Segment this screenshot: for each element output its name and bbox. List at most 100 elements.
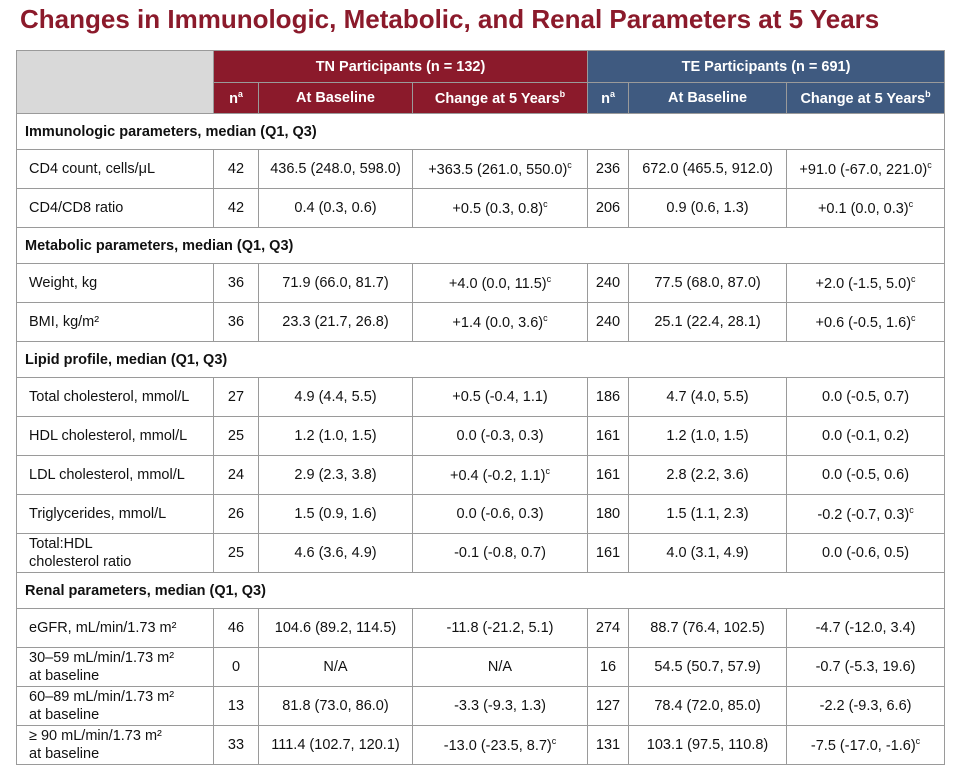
footnote-mark: b (559, 89, 566, 100)
cell: -2.2 (-9.3, 6.6) (786, 686, 946, 726)
cell: 127 (587, 686, 630, 726)
cell-text: 1.5 (0.9, 1.6) (294, 506, 377, 522)
cell: 161 (587, 416, 630, 456)
cell: 42 (213, 188, 259, 228)
cell: 1.5 (0.9, 1.6) (258, 494, 413, 534)
title: Changes in Immunologic, Metabolic, and R… (20, 4, 880, 34)
cell: 54.5 (50.7, 57.9) (628, 647, 788, 687)
data-row: Total:HDL cholesterol ratio 25 4.6 (3.6, 4… (16, 533, 946, 573)
cell: -3.3 (-9.3, 1.3) (411, 686, 589, 726)
cell: -0.2 (-0.7, 0.3)c (786, 494, 946, 534)
cell-text: At Baseline (296, 90, 375, 106)
cell: 180 (587, 494, 630, 534)
header-row: TN Participants (n = 132) TE Participants… (16, 50, 946, 114)
column-header: na (213, 82, 259, 114)
footnote-mark: c (543, 313, 548, 324)
cell-text: Change at 5 Years (800, 90, 926, 107)
cell-text: 186 (595, 389, 621, 405)
cell: 2.8 (2.2, 3.6) (628, 455, 788, 495)
cell-text: -2.2 (-9.3, 6.6) (819, 698, 912, 714)
cell-text: 13 (227, 698, 245, 714)
cell: 104.6 (89.2, 114.5) (258, 608, 413, 648)
footnote-mark: c (909, 505, 914, 516)
footnote-mark: c (546, 274, 552, 285)
cell-text: n (601, 90, 610, 107)
cell-text: Change at 5 Years (434, 90, 560, 107)
cell-text: 206 (595, 200, 621, 216)
cell: 1.2 (1.0, 1.5) (628, 416, 788, 456)
cell-text: 27 (227, 389, 245, 405)
cell-text: +0.5 (-0.4, 1.1) (452, 389, 548, 405)
row-label: Total:HDL cholesterol ratio (16, 533, 214, 573)
cell: 42 (213, 149, 259, 189)
cell-text: 161 (595, 545, 621, 561)
cell: +1.4 (0.0, 3.6)c (411, 302, 589, 342)
cell-text: 131 (595, 737, 621, 753)
column-header: na (587, 82, 630, 114)
cell: 0.0 (-0.3, 0.3) (411, 416, 589, 456)
cell: 24 (213, 455, 259, 495)
cell-text: 33 (227, 737, 245, 753)
cell: 0.0 (-0.6, 0.5) (786, 533, 946, 573)
group-header: TN Participants (n = 132) (212, 50, 589, 83)
cell: 77.5 (68.0, 87.0) (628, 263, 788, 303)
data-row: eGFR, mL/min/1.73 m² 46 104.6 (89.2, 114.5… (16, 608, 946, 648)
cell: +0.5 (0.3, 0.8)c (411, 188, 589, 228)
cell: 25 (213, 533, 259, 573)
cell: 0.9 (0.6, 1.3) (628, 188, 788, 228)
cell-text: 4.6 (3.6, 4.9) (294, 545, 377, 561)
cell-text: 88.7 (76.4, 102.5) (650, 620, 765, 636)
cell: N/A (258, 647, 413, 687)
row-label: 60–89 mL/min/1.73 m² at baseline (16, 686, 214, 726)
data-row: Weight, kg 36 71.9 (66.0, 81.7) +4.0 (0.0, … (16, 263, 946, 303)
cell: 0.0 (-0.1, 0.2) (786, 416, 946, 456)
cell-text: 23.3 (21.7, 26.8) (282, 314, 389, 330)
cell-text: 240 (595, 275, 621, 291)
cell: +0.1 (0.0, 0.3)c (786, 188, 946, 228)
cell-text: -13.0 (-23.5, 8.7) (443, 737, 552, 754)
row-label: BMI, kg/m² (16, 302, 214, 342)
cell: 33 (213, 725, 259, 765)
cell: 672.0 (465.5, 912.0) (628, 149, 788, 189)
footnote-mark: a (609, 89, 615, 100)
cell: 36 (213, 302, 259, 342)
cell: 1.5 (1.1, 2.3) (628, 494, 788, 534)
data-row: BMI, kg/m² 36 23.3 (21.7, 26.8) +1.4 (0.0, … (16, 302, 946, 342)
cell: 186 (587, 377, 630, 417)
section-row: Renal parameters, median (Q1, Q3) (15, 572, 946, 609)
row-label: CD4/CD8 ratio (16, 188, 214, 228)
cell-text: 0.0 (-0.5, 0.7) (822, 389, 910, 405)
row-label: 30–59 mL/min/1.73 m² at baseline (16, 647, 214, 687)
cell-text: +363.5 (261.0, 550.0) (428, 161, 568, 178)
cell-text: N/A (487, 659, 513, 675)
cell: 4.9 (4.4, 5.5) (258, 377, 413, 417)
cell: +0.5 (-0.4, 1.1) (411, 377, 589, 417)
cell: 0 (213, 647, 259, 687)
cell: 26 (213, 494, 259, 534)
cell-text: 104.6 (89.2, 114.5) (274, 620, 397, 636)
section-title: Renal parameters, median (Q1, Q3) (15, 572, 946, 609)
table-body: TN Participants (n = 132) TE Participants… (15, 50, 946, 765)
cell: +0.4 (-0.2, 1.1)c (411, 455, 589, 495)
cell-text: 2.9 (2.3, 3.8) (294, 467, 377, 483)
cell-text: 0.0 (-0.3, 0.3) (456, 428, 544, 444)
parameters-table: TN Participants (n = 132) TE Participants… (15, 50, 946, 765)
cell-text: 236 (595, 161, 621, 177)
row-label: LDL cholesterol, mmol/L (16, 455, 214, 495)
cell: -13.0 (-23.5, 8.7)c (411, 725, 589, 765)
cell: -0.7 (-5.3, 19.6) (786, 647, 946, 687)
cell-text: 78.4 (72.0, 85.0) (654, 698, 761, 714)
cell: 25.1 (22.4, 28.1) (628, 302, 788, 342)
cell: +2.0 (-1.5, 5.0)c (786, 263, 946, 303)
data-row: CD4/CD8 ratio 42 0.4 (0.3, 0.6) +0.5 (0.3, … (16, 188, 946, 228)
cell-text: 0 (231, 659, 241, 675)
cell: -4.7 (-12.0, 3.4) (786, 608, 946, 648)
section-row: Lipid profile, median (Q1, Q3) (15, 341, 946, 378)
cell-text: -4.7 (-12.0, 3.4) (815, 620, 916, 636)
cell-text: 2.8 (2.2, 3.6) (666, 467, 749, 483)
section-title: Lipid profile, median (Q1, Q3) (15, 341, 946, 378)
cell-text: -11.8 (-21.2, 5.1) (446, 620, 554, 636)
cell: 131 (587, 725, 630, 765)
cell: 81.8 (73.0, 86.0) (258, 686, 413, 726)
